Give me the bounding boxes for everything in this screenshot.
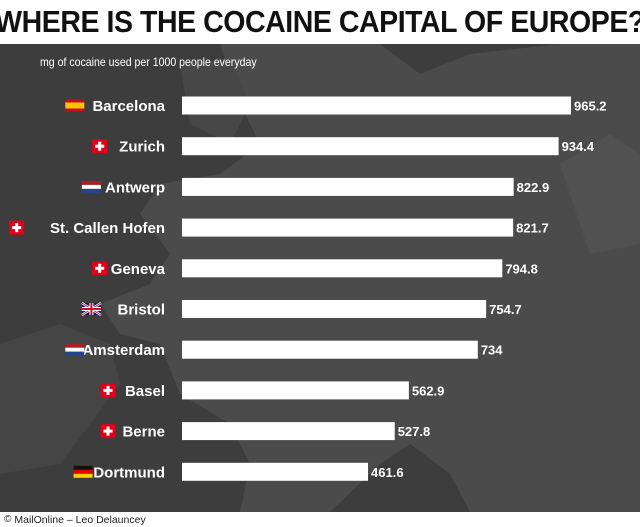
- category-label: Bristol: [117, 302, 165, 319]
- value-label: 461.6: [371, 465, 404, 480]
- chart-subtitle: mg of cocaine used per 1000 people every…: [40, 55, 257, 69]
- category-label: Antwerp: [105, 179, 165, 196]
- swiss-flag-icon: [92, 261, 108, 276]
- value-label: 754.7: [489, 302, 522, 317]
- bar-dortmund: [182, 462, 369, 481]
- bar-barcelona: [182, 96, 571, 115]
- category-label: Berne: [122, 424, 165, 441]
- value-label: 794.8: [505, 261, 538, 276]
- category-label: Barcelona: [92, 98, 165, 115]
- germany-flag-icon: [73, 465, 93, 478]
- value-label: 562.9: [412, 383, 445, 398]
- swiss-flag-icon: [100, 424, 116, 439]
- bar-st-callen-hofen: [182, 218, 514, 237]
- bar-amsterdam: [182, 340, 478, 359]
- value-label: 934.4: [562, 139, 595, 154]
- bar-antwerp: [182, 177, 514, 196]
- chart-panel: mg of cocaine used per 1000 people every…: [0, 44, 640, 512]
- bar-geneva: [182, 259, 503, 278]
- value-label: 965.2: [574, 99, 607, 114]
- bar-berne: [182, 422, 395, 441]
- value-label: 527.8: [398, 424, 431, 439]
- value-label: 822.9: [517, 180, 550, 195]
- category-label: Basel: [125, 383, 165, 400]
- category-label: Geneva: [111, 261, 166, 278]
- value-label: 734: [481, 343, 503, 358]
- netherlands-flag-icon: [81, 180, 101, 193]
- credit-line: © MailOnline – Leo Delauncey: [4, 512, 146, 527]
- netherlands-flag-icon: [65, 343, 85, 356]
- bar-zurich: [182, 137, 559, 156]
- bar-chart: 965.2 Barcelona 934.4 Zurich 822.9 Antwerp 821…: [9, 96, 607, 481]
- category-label: Dortmund: [93, 464, 165, 481]
- swiss-flag-icon: [100, 383, 116, 398]
- copyright-icon: ©: [4, 514, 12, 525]
- swiss-flag-icon: [92, 139, 108, 154]
- category-label: Zurich: [119, 139, 165, 156]
- credit-text: MailOnline – Leo Delauncey: [14, 513, 146, 526]
- swiss-flag-icon: [9, 220, 25, 235]
- chart-title: WHERE IS THE COCAINE CAPITAL OF EUROPE?: [0, 4, 640, 39]
- bar-basel: [182, 381, 409, 400]
- bar-bristol: [182, 300, 487, 318]
- uk-flag-icon: [81, 301, 102, 317]
- value-label: 821.7: [516, 221, 549, 236]
- category-label: St. Callen Hofen: [50, 220, 165, 237]
- spain-flag-icon: [65, 99, 85, 112]
- category-label: Amsterdam: [82, 342, 165, 359]
